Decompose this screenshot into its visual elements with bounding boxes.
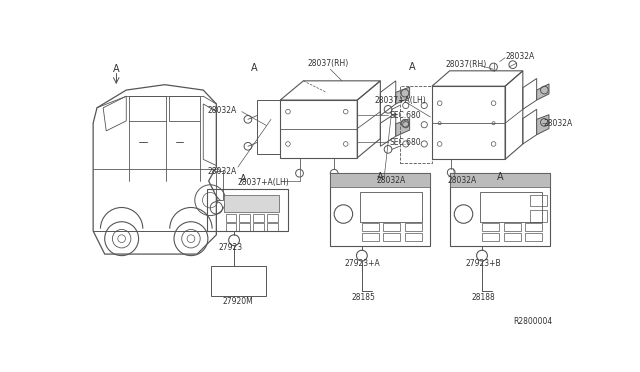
Polygon shape: [537, 84, 549, 100]
Bar: [405, 223, 422, 231]
Text: R2800004: R2800004: [513, 317, 552, 326]
Bar: [360, 192, 422, 222]
Bar: [525, 233, 542, 241]
Bar: [399, 86, 432, 163]
Text: A: A: [251, 63, 258, 73]
Text: SEC.680: SEC.680: [390, 138, 421, 147]
Bar: [330, 173, 429, 246]
Text: 28032A: 28032A: [207, 106, 236, 115]
Text: 28037(RH): 28037(RH): [446, 60, 487, 69]
Bar: [383, 233, 401, 241]
Bar: [207, 189, 288, 231]
Text: 27923+A: 27923+A: [345, 259, 381, 268]
Bar: [280, 100, 357, 158]
Bar: [267, 214, 278, 222]
Text: A: A: [113, 64, 120, 74]
Text: 28032A: 28032A: [447, 176, 477, 185]
Text: 27920M: 27920M: [223, 297, 253, 306]
Bar: [482, 233, 499, 241]
Bar: [216, 171, 223, 200]
Bar: [330, 173, 429, 187]
Bar: [482, 223, 499, 231]
Bar: [450, 173, 550, 246]
Text: A: A: [497, 172, 504, 182]
Text: 28032A: 28032A: [207, 167, 236, 176]
Text: A: A: [239, 174, 246, 184]
Text: 28032A: 28032A: [376, 176, 406, 185]
Polygon shape: [537, 115, 549, 135]
Bar: [239, 214, 250, 222]
Bar: [530, 195, 547, 206]
Bar: [253, 223, 264, 231]
Bar: [450, 173, 550, 187]
Text: A: A: [378, 172, 384, 182]
Text: 28037+A(LH): 28037+A(LH): [238, 178, 290, 187]
Bar: [383, 223, 401, 231]
Text: 28032A: 28032A: [505, 52, 534, 61]
Bar: [362, 233, 379, 241]
Text: 28037+A(LH): 28037+A(LH): [374, 96, 426, 105]
Bar: [525, 223, 542, 231]
Text: A: A: [409, 62, 415, 72]
Bar: [432, 86, 505, 159]
Bar: [225, 223, 236, 231]
Bar: [211, 266, 266, 296]
Text: 28188: 28188: [471, 293, 495, 302]
Bar: [530, 210, 547, 222]
Text: 28032A: 28032A: [543, 119, 573, 128]
Bar: [267, 223, 278, 231]
Bar: [239, 223, 250, 231]
Bar: [405, 233, 422, 241]
Bar: [504, 233, 520, 241]
Bar: [481, 192, 542, 222]
Bar: [362, 223, 379, 231]
Text: 28185: 28185: [351, 293, 375, 302]
Bar: [504, 223, 520, 231]
Text: 27923+B: 27923+B: [465, 259, 500, 268]
Polygon shape: [396, 87, 410, 104]
Polygon shape: [396, 119, 410, 136]
Text: SEC.680: SEC.680: [390, 111, 421, 120]
Text: 28037(RH): 28037(RH): [307, 60, 348, 68]
Bar: [253, 214, 264, 222]
Text: 27923: 27923: [219, 243, 243, 253]
Bar: [224, 195, 280, 212]
Bar: [225, 214, 236, 222]
